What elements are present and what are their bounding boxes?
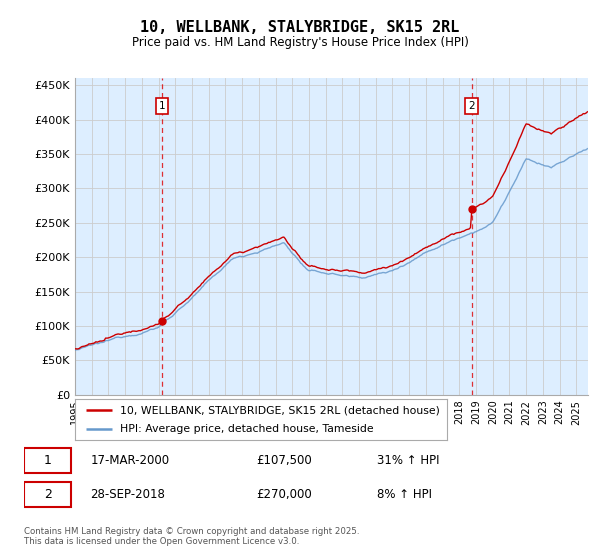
Text: 28-SEP-2018: 28-SEP-2018 xyxy=(90,488,165,501)
Text: 2: 2 xyxy=(44,488,52,501)
Text: HPI: Average price, detached house, Tameside: HPI: Average price, detached house, Tame… xyxy=(119,424,373,433)
Text: 10, WELLBANK, STALYBRIDGE, SK15 2RL: 10, WELLBANK, STALYBRIDGE, SK15 2RL xyxy=(140,20,460,35)
Text: £107,500: £107,500 xyxy=(256,454,311,467)
FancyBboxPatch shape xyxy=(24,482,71,507)
Text: 1: 1 xyxy=(44,454,52,467)
Text: Contains HM Land Registry data © Crown copyright and database right 2025.
This d: Contains HM Land Registry data © Crown c… xyxy=(24,526,359,546)
Text: 17-MAR-2000: 17-MAR-2000 xyxy=(90,454,169,467)
Text: 2: 2 xyxy=(469,101,475,111)
Text: Price paid vs. HM Land Registry's House Price Index (HPI): Price paid vs. HM Land Registry's House … xyxy=(131,36,469,49)
Text: £270,000: £270,000 xyxy=(256,488,311,501)
Text: 1: 1 xyxy=(159,101,166,111)
Text: 8% ↑ HPI: 8% ↑ HPI xyxy=(377,488,432,501)
FancyBboxPatch shape xyxy=(24,448,71,473)
Text: 10, WELLBANK, STALYBRIDGE, SK15 2RL (detached house): 10, WELLBANK, STALYBRIDGE, SK15 2RL (det… xyxy=(119,405,440,415)
Text: 31% ↑ HPI: 31% ↑ HPI xyxy=(377,454,440,467)
